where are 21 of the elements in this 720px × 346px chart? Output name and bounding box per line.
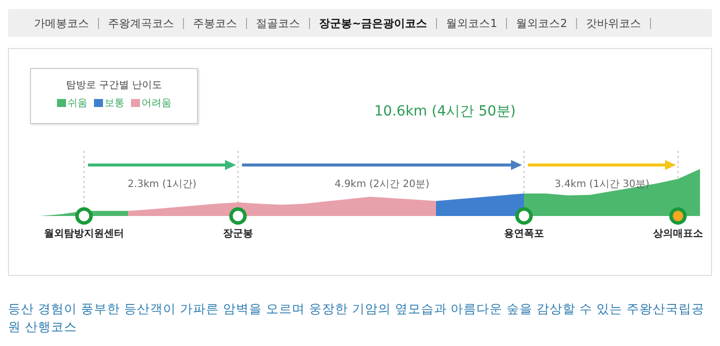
text: 갓바위코스 — [586, 16, 652, 30]
x-tick-label: 상의매표소 — [653, 228, 703, 240]
x-tick-label: 월외탐방지원센터 — [44, 228, 124, 240]
annotation: 3.4km (1시간 30분) — [554, 178, 650, 191]
legend-label: 보통 — [104, 97, 124, 110]
text: 월외코스2 — [516, 16, 578, 30]
text: 가메봉코스 — [34, 16, 99, 30]
text: 절골코스 — [256, 16, 310, 30]
text: 주봉코스 — [193, 16, 247, 30]
legend-label: 쉬움 — [66, 97, 88, 110]
text: 등산 경험이 풍부한 등산객이 가파른 암벽을 오르며 웅장한 기암의 옆모습과 아름다운 숲을 감상할 수 있는 주왕산국립공원 산행코스 — [8, 300, 706, 336]
text: 장군봉~금은광이코스 — [319, 16, 438, 30]
text: 주왕계곡코스 — [108, 16, 184, 30]
x-tick-label: 용연폭포 — [504, 228, 544, 240]
annotation: 4.9km (2시간 20분) — [334, 178, 430, 191]
text: 월외코스1 — [446, 16, 508, 30]
chart-title: 10.6km (4시간 50분) — [374, 104, 516, 120]
legend-label: 어려움 — [140, 97, 172, 110]
annotation: 2.3km (1시간) — [126, 178, 198, 191]
x-tick-label: 장군봉 — [223, 228, 253, 240]
legend-title: 탐방로 구간별 난이도 — [64, 79, 164, 92]
